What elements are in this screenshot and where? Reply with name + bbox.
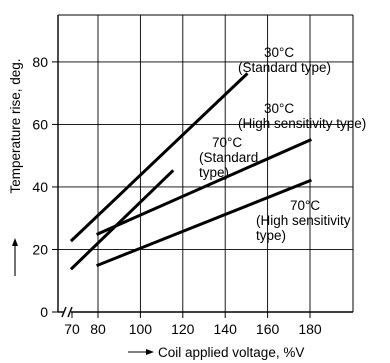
axis-break-mark bbox=[67, 306, 73, 318]
curve-annotation-text: 30°C bbox=[264, 101, 294, 116]
data-line-series-1 bbox=[69, 72, 249, 243]
data-lines bbox=[69, 72, 312, 271]
axis-break-mark bbox=[61, 306, 67, 318]
x-tick-label: 80 bbox=[90, 321, 106, 337]
y-axis-title: Temperature rise, deg. bbox=[8, 58, 23, 193]
x-axis-title: Coil applied voltage, %V bbox=[158, 345, 304, 360]
curve-annotation-text: type) bbox=[199, 165, 229, 180]
axes bbox=[12, 14, 354, 355]
data-line-series-4 bbox=[96, 178, 312, 268]
data-line-series-3 bbox=[96, 138, 312, 236]
y-tick-label: 60 bbox=[32, 116, 48, 132]
curve-annotation-text: (Standard bbox=[199, 150, 258, 165]
x-tick-label: 100 bbox=[129, 321, 153, 337]
y-tick-label: 80 bbox=[32, 54, 48, 70]
grid-lines bbox=[58, 15, 353, 312]
y-tick-label: 20 bbox=[32, 241, 48, 257]
x-axis-title-arrowhead bbox=[146, 349, 154, 355]
x-tick-label: 140 bbox=[214, 321, 238, 337]
curve-annotation-text: 70°C bbox=[290, 198, 320, 213]
data-line-series-2 bbox=[69, 169, 175, 271]
y-tick-label: 0 bbox=[40, 304, 48, 320]
curve-annotation-text: (Standard type) bbox=[238, 60, 331, 75]
x-tick-label: 120 bbox=[171, 321, 195, 337]
curve-annotation-text: (High sensitivity bbox=[256, 213, 351, 228]
curve-annotation-text: type) bbox=[256, 228, 286, 243]
curve-annotation-text: 70°C bbox=[212, 135, 242, 150]
x-tick-label: 180 bbox=[298, 321, 322, 337]
curve-annotation-text: 30°C bbox=[264, 45, 294, 60]
y-axis-title-arrowhead bbox=[12, 238, 18, 246]
x-tick-label: 160 bbox=[256, 321, 280, 337]
x-tick-label: 70 bbox=[64, 321, 80, 337]
curve-annotation-text: (High sensitivity type) bbox=[238, 116, 366, 131]
y-tick-label: 40 bbox=[32, 179, 48, 195]
